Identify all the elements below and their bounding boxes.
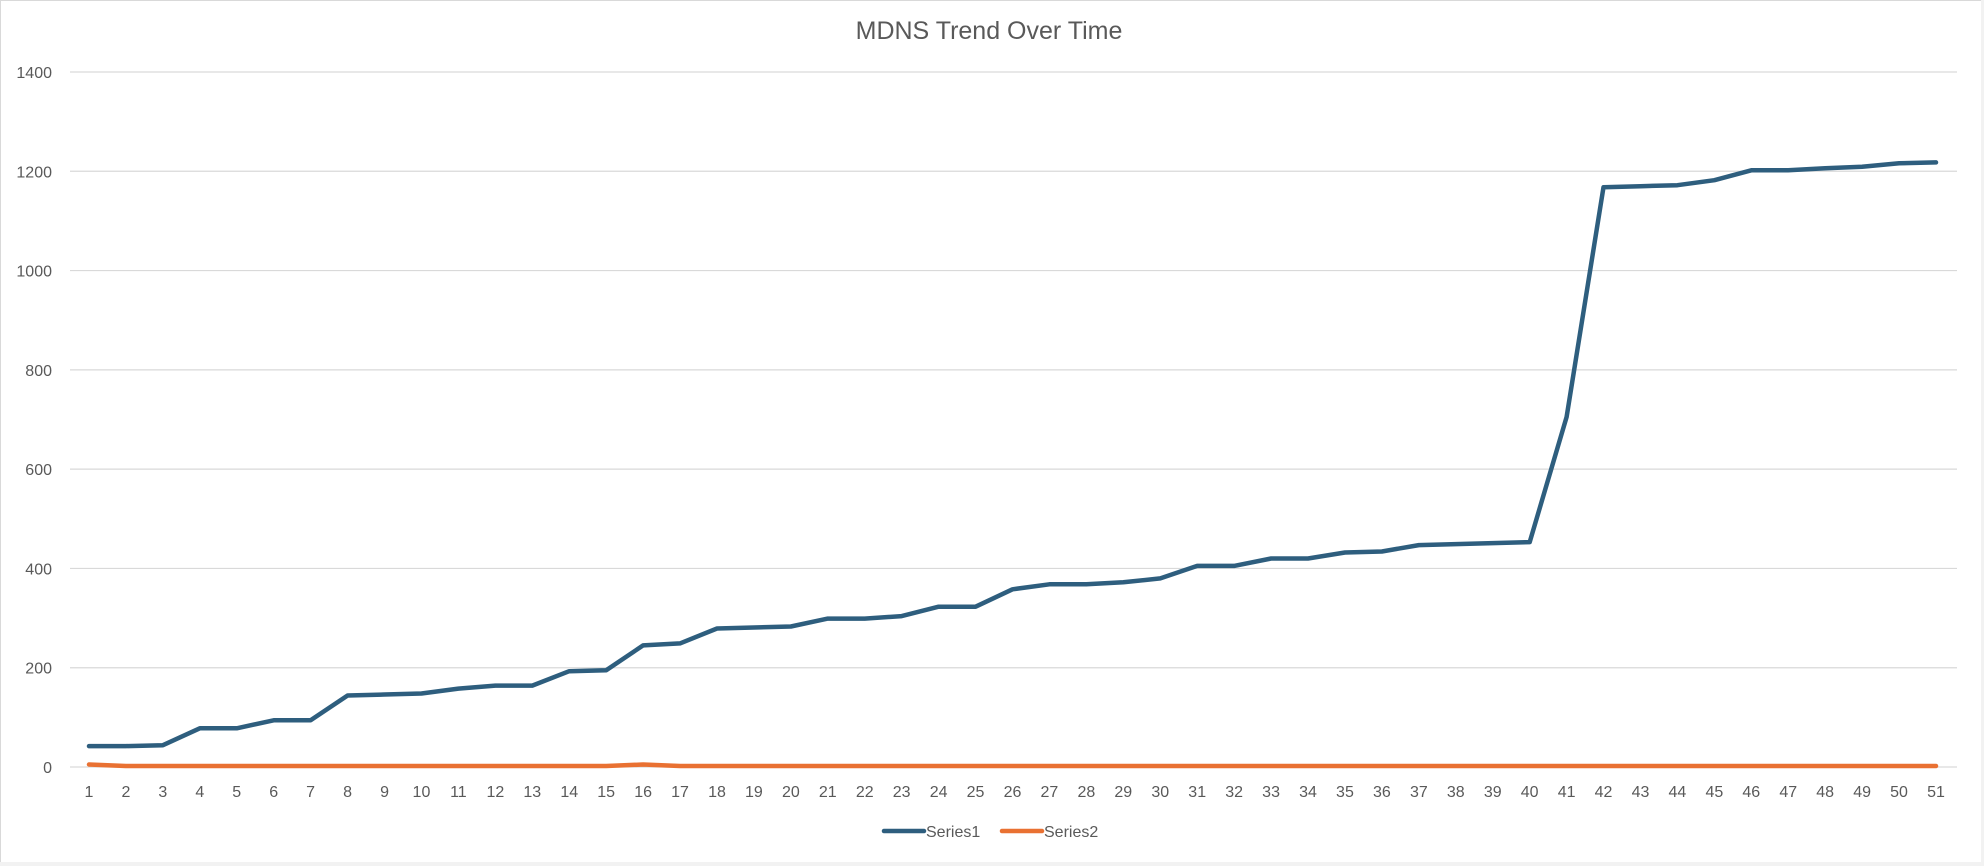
x-tick-label: 47 <box>1779 784 1797 801</box>
x-tick-label: 16 <box>634 784 652 801</box>
x-tick-label: 3 <box>158 784 167 801</box>
x-tick-label: 12 <box>486 784 504 801</box>
x-tick-label: 4 <box>195 784 204 801</box>
x-tick-label: 5 <box>232 784 241 801</box>
x-tick-label: 35 <box>1336 784 1354 801</box>
x-tick-label: 23 <box>893 784 911 801</box>
x-tick-label: 10 <box>413 784 431 801</box>
x-tick-label: 42 <box>1595 784 1613 801</box>
y-tick-label: 600 <box>25 462 52 479</box>
x-tick-label: 28 <box>1077 784 1095 801</box>
x-tick-label: 8 <box>343 784 352 801</box>
x-tick-label: 14 <box>560 784 578 801</box>
x-tick-label: 46 <box>1742 784 1760 801</box>
x-tick-label: 11 <box>450 784 467 801</box>
x-tick-label: 51 <box>1927 784 1945 801</box>
x-tick-label: 33 <box>1262 784 1280 801</box>
chart-title: MDNS Trend Over Time <box>856 17 1123 45</box>
y-tick-label: 200 <box>25 661 52 678</box>
x-tick-label: 2 <box>121 784 130 801</box>
x-tick-label: 6 <box>269 784 278 801</box>
x-tick-label: 18 <box>708 784 726 801</box>
x-tick-label: 30 <box>1151 784 1169 801</box>
x-tick-label: 9 <box>380 784 389 801</box>
x-tick-label: 31 <box>1188 784 1206 801</box>
y-axis-ticks: 0 200 400 600 800 1000 1200 1400 <box>16 65 52 777</box>
x-tick-label: 49 <box>1853 784 1871 801</box>
sheet-edge-right <box>1981 0 1984 866</box>
x-tick-label: 24 <box>930 784 948 801</box>
y-tick-label: 1400 <box>16 65 52 82</box>
sheet-edge-bottom <box>0 862 1984 866</box>
y-tick-label: 0 <box>43 760 52 777</box>
y-tick-label: 1000 <box>16 264 52 281</box>
x-tick-label: 21 <box>819 784 837 801</box>
x-tick-label: 32 <box>1225 784 1243 801</box>
gridlines <box>70 71 1957 768</box>
x-tick-label: 38 <box>1447 784 1465 801</box>
x-tick-label: 19 <box>745 784 763 801</box>
y-tick-label: 800 <box>25 363 52 380</box>
x-tick-label: 29 <box>1114 784 1132 801</box>
x-tick-label: 37 <box>1410 784 1428 801</box>
x-tick-label: 27 <box>1041 784 1059 801</box>
x-tick-label: 15 <box>597 784 615 801</box>
x-tick-label: 44 <box>1669 784 1687 801</box>
x-tick-label: 50 <box>1890 784 1908 801</box>
legend: Series1 Series2 <box>881 824 1098 841</box>
y-tick-label: 1200 <box>16 164 52 181</box>
legend-label-series2: Series2 <box>1044 824 1098 841</box>
series-line-series1 <box>86 160 1939 749</box>
x-tick-label: 36 <box>1373 784 1391 801</box>
x-axis-ticks: 1 2 3 4 5 6 7 8 9 10 11 12 13 14 15 16 17 18 19 20 21 22 23 24 2… <box>85 784 1945 801</box>
x-tick-label: 34 <box>1299 784 1317 801</box>
x-tick-label: 45 <box>1705 784 1723 801</box>
x-tick-label: 43 <box>1632 784 1650 801</box>
x-tick-label: 7 <box>306 784 315 801</box>
legend-label-series1: Series1 <box>926 824 980 841</box>
x-tick-label: 48 <box>1816 784 1834 801</box>
x-tick-label: 25 <box>967 784 985 801</box>
x-tick-label: 26 <box>1004 784 1022 801</box>
series-line-series2 <box>86 762 1939 769</box>
y-tick-label: 400 <box>25 561 52 578</box>
x-tick-label: 41 <box>1558 784 1576 801</box>
x-tick-label: 39 <box>1484 784 1502 801</box>
x-tick-label: 1 <box>85 784 94 801</box>
x-tick-label: 13 <box>523 784 541 801</box>
x-tick-label: 22 <box>856 784 874 801</box>
x-tick-label: 40 <box>1521 784 1539 801</box>
x-tick-label: 20 <box>782 784 800 801</box>
series-lines <box>86 160 1939 769</box>
x-tick-label: 17 <box>671 784 689 801</box>
